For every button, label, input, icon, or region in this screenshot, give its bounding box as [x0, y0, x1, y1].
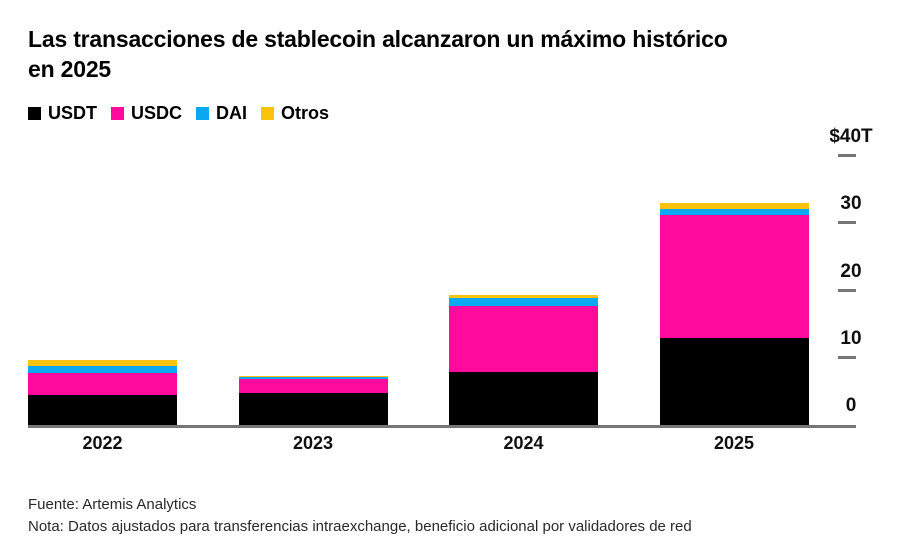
bar-2024-dai-segment	[449, 297, 598, 306]
y-tick-mark-30	[838, 221, 856, 225]
bar-2023-usdc-segment	[238, 378, 388, 394]
legend-item-dai: DAI	[196, 103, 247, 123]
bar-2024-usdc-segment	[449, 305, 598, 372]
otros-color-swatch-icon	[261, 106, 275, 120]
bar-2022-dai-segment	[28, 365, 177, 373]
bar-2022-usdc-segment	[28, 372, 177, 396]
y-tick-label-30: 30	[840, 193, 862, 215]
legend-item-usdc: USDC	[111, 103, 182, 123]
bar-2023-otros-segment	[238, 375, 388, 378]
legend-label-dai: DAI	[216, 103, 248, 123]
bar-2023-dai-segment	[238, 377, 388, 379]
source-note: Fuente: Artemis Analytics	[28, 496, 197, 513]
x-axis-label-2024: 2024	[503, 433, 544, 453]
y-tick-mark-40	[838, 154, 856, 157]
legend-label-otros: Otros	[281, 103, 330, 123]
bar-2025-dai-segment	[659, 209, 809, 216]
y-tick-label-20: 20	[840, 260, 862, 282]
chart-title: Las transacciones de stablecoin alcanzar…	[28, 26, 728, 82]
bar-2022-usdt-segment	[28, 395, 177, 425]
y-tick-label-0: 0	[845, 395, 857, 416]
methodology-note: Nota: Datos ajustados para transferencia…	[28, 517, 692, 535]
x-axis-label-2023: 2023	[292, 433, 334, 453]
bar-2024-otros-segment	[449, 294, 598, 298]
x-axis-label-2025: 2025	[713, 433, 755, 453]
bar-2025-otros-segment	[659, 203, 809, 210]
dai-color-swatch-icon	[196, 106, 210, 120]
y-tick-mark-10	[838, 355, 856, 359]
bar-2025-usdc-segment	[659, 215, 809, 339]
x-axis-line	[28, 425, 856, 428]
bar-2025-usdt-segment	[659, 338, 809, 425]
legend-label-usdc: USDC	[131, 103, 183, 123]
x-axis-label-2022: 2022	[82, 433, 123, 453]
bar-2023-usdt-segment	[238, 393, 388, 425]
y-tick-label-10: 10	[840, 327, 862, 349]
chart-footer: Fuente: Artemis Analytics Nota: Datos aj…	[28, 494, 868, 537]
usdc-color-swatch-icon	[111, 106, 124, 120]
legend: USDT USDC DAI Otros	[28, 103, 329, 123]
legend-item-usdt: USDT	[28, 103, 97, 123]
y-tick-label-40: $40T	[829, 126, 873, 147]
bar-2022-otros-segment	[28, 359, 177, 366]
usdt-color-swatch-icon	[28, 106, 41, 120]
y-tick-mark-20	[838, 288, 856, 292]
bar-2024-usdt-segment	[449, 371, 598, 425]
legend-item-otros: Otros	[261, 103, 329, 123]
legend-label-usdt: USDT	[48, 103, 97, 123]
